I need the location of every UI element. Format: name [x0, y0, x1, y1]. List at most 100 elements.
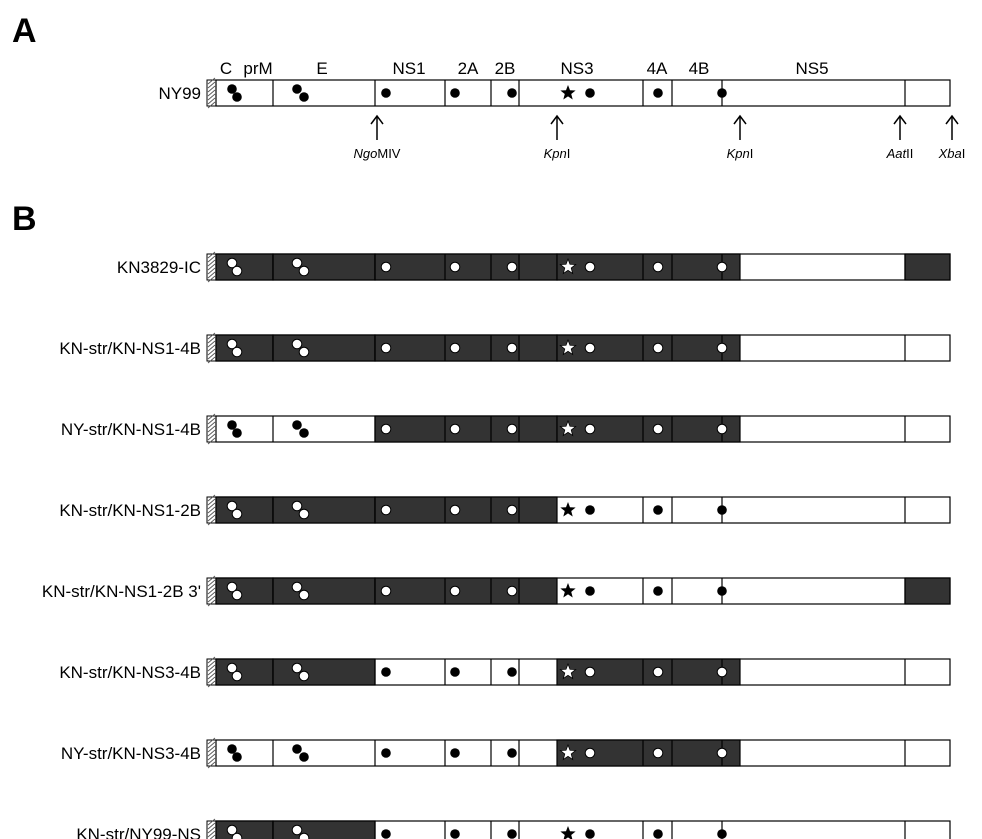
ns3-dot	[584, 342, 596, 354]
4b-dot	[717, 829, 727, 839]
4b-dot	[716, 423, 728, 435]
dark-segment-ns3_4b	[556, 415, 741, 443]
construct-row: KN-str/KN-NS3-4B	[59, 656, 951, 688]
e-dot-2	[298, 346, 310, 358]
5-utr-hatch	[206, 575, 217, 607]
ns3-star	[560, 583, 576, 598]
e-dot-2	[298, 832, 310, 839]
dark-segment-structural	[272, 253, 376, 281]
e-dot-2	[299, 752, 309, 762]
dark-segment-ns1_2b	[374, 496, 558, 524]
dark-segment-capsid	[215, 577, 274, 605]
4b-dot	[717, 586, 727, 596]
region-label-ns1: NS1	[392, 59, 425, 78]
2a-dot	[449, 504, 461, 516]
2a-dot	[449, 342, 461, 354]
c-dot-2	[231, 589, 243, 601]
construct-label: KN-str/NY99-NS	[76, 825, 201, 839]
dark-segment-ns3_4b	[556, 253, 741, 281]
site-label-aatii: AatII	[886, 146, 914, 161]
e-dot-1	[291, 257, 303, 269]
dark-segment-capsid	[215, 658, 274, 686]
construct-row: NY-str/KN-NS1-4B	[61, 413, 951, 445]
2b-dot	[507, 88, 517, 98]
arrow-aatii	[893, 114, 907, 140]
2b-dot	[506, 504, 518, 516]
ns3-dot	[585, 88, 595, 98]
c-dot-2	[232, 752, 242, 762]
dark-segment-ns1_2b	[374, 415, 558, 443]
restriction-site-arrows	[370, 114, 959, 140]
c-dot-2	[232, 428, 242, 438]
dark-segment-structural	[272, 334, 376, 362]
dark-segment-capsid	[215, 820, 274, 839]
e-dot-1	[291, 824, 303, 836]
c-dot-1	[227, 744, 237, 754]
c-dot-1	[226, 257, 238, 269]
dark-segment-structural	[272, 496, 376, 524]
2b-dot	[506, 585, 518, 597]
region-label-ns3: NS3	[560, 59, 593, 78]
5-utr-hatch	[206, 494, 217, 526]
dark-segment-ns3_4b	[556, 658, 741, 686]
e-dot-1	[291, 500, 303, 512]
4b-dot	[717, 505, 727, 515]
site-label-xbai: XbaI	[938, 146, 966, 161]
5-utr-hatch	[206, 818, 217, 839]
ns3-dot	[585, 829, 595, 839]
genome-outline	[215, 79, 951, 107]
c-dot-2	[231, 670, 243, 682]
2b-dot	[507, 829, 517, 839]
ns1-dot	[380, 261, 392, 273]
2a-dot	[450, 88, 460, 98]
dark-segment-ns3_4b	[556, 739, 741, 767]
ns3-dot	[585, 586, 595, 596]
e-dot-1	[291, 581, 303, 593]
2a-dot	[449, 261, 461, 273]
region-label-4a: 4A	[647, 59, 668, 78]
c-dot-1	[226, 338, 238, 350]
2b-dot	[506, 423, 518, 435]
e-dot-1	[292, 84, 302, 94]
dark-segment-ns3_4b	[556, 334, 741, 362]
region-label-ns5: NS5	[795, 59, 828, 78]
site-label-ngomiv: NgoMIV	[354, 146, 401, 161]
ns1-dot	[380, 342, 392, 354]
5-utr-hatch	[206, 413, 217, 445]
e-dot-1	[291, 338, 303, 350]
ns3-dot	[584, 666, 596, 678]
2b-dot	[506, 261, 518, 273]
4a-dot	[652, 666, 664, 678]
2a-dot	[450, 748, 460, 758]
ns3-star	[560, 502, 576, 517]
construct-row: NY-str/KN-NS3-4B	[61, 737, 951, 769]
ns1-dot	[381, 748, 391, 758]
ns3-dot	[584, 423, 596, 435]
dark-segment-structural	[272, 577, 376, 605]
site-label-kpni-2: KpnI	[727, 146, 754, 161]
construct-row: KN-str/KN-NS1-2B 3'	[42, 575, 951, 607]
dark-segment-capsid	[215, 496, 274, 524]
c-dot-1	[226, 824, 238, 836]
ns3-dot	[584, 261, 596, 273]
4b-dot	[716, 261, 728, 273]
4a-dot	[652, 342, 664, 354]
e-dot-1	[291, 662, 303, 674]
dark-segment-utr3	[904, 577, 951, 605]
5-utr-hatch	[206, 332, 217, 364]
2a-dot	[449, 585, 461, 597]
ns3-star	[560, 826, 576, 839]
c-dot-2	[231, 508, 243, 520]
ns1-dot	[380, 504, 392, 516]
5-utr-hatch	[206, 77, 217, 109]
construct-row: KN-str/KN-NS1-2B	[59, 494, 951, 526]
2a-dot	[450, 667, 460, 677]
dark-segment-structural	[272, 820, 376, 839]
panel-a-label: A	[12, 12, 37, 50]
panel-b-label: B	[12, 200, 37, 238]
construct-row: KN-str/KN-NS1-4B	[59, 332, 951, 364]
dark-segment-ns1_2b	[374, 334, 558, 362]
dark-segment-capsid	[215, 253, 274, 281]
construct-label: KN-str/KN-NS1-2B 3'	[42, 582, 201, 601]
